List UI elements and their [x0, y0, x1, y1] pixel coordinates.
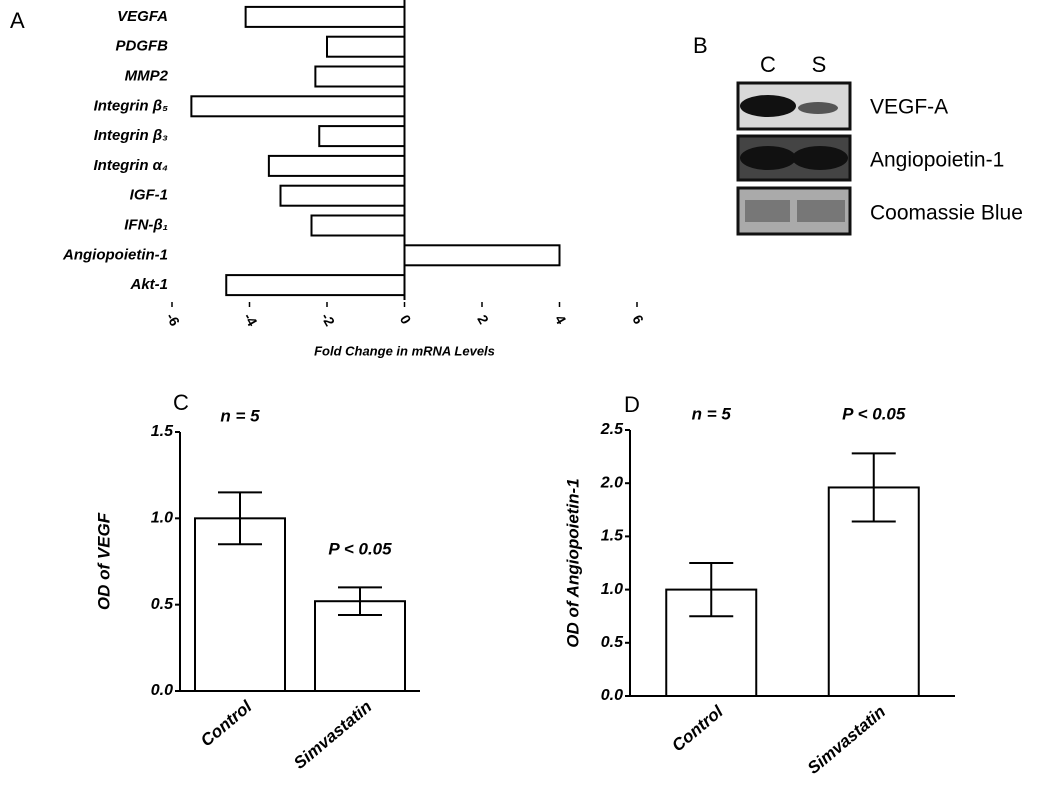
- bar: [326, 35, 406, 58]
- x-tick-label: Control: [668, 701, 727, 755]
- blot-panel: B C S VEGF-A Angiopoietin-1 Coomassie Bl…: [693, 33, 1023, 236]
- x-tick-label: Control: [197, 696, 256, 750]
- x-tick-label: Simvastatin: [804, 702, 889, 778]
- blot-band: [740, 146, 796, 170]
- bar: [279, 184, 406, 207]
- y-tick-label: Integrin β₅: [94, 97, 168, 114]
- bar: [267, 154, 406, 177]
- y-tick-label: IGF-1: [130, 187, 168, 204]
- y-tick-label: 1.0: [151, 510, 173, 527]
- panel-label: B: [693, 33, 708, 58]
- x-tick-label: -4: [241, 310, 261, 329]
- y-tick-label: 1.0: [601, 581, 623, 598]
- blot-row-label: Angiopoietin-1: [870, 149, 1004, 172]
- bar: [318, 125, 406, 148]
- bar: [190, 95, 406, 118]
- y-tick-label: Angiopoietin-1: [62, 246, 168, 263]
- y-tick-label: 1.5: [601, 528, 624, 545]
- y-tick-label: 0.5: [151, 596, 174, 613]
- y-tick-label: 2.5: [600, 421, 624, 438]
- x-tick-label: 4: [552, 312, 570, 327]
- annotation: n = 5: [220, 406, 260, 425]
- panel-label: A: [10, 8, 25, 33]
- y-tick-label: 0.5: [601, 634, 624, 651]
- y-tick-label: VEGFA: [117, 8, 168, 25]
- x-tick-label: Simvastatin: [290, 697, 375, 773]
- blot-band: [798, 102, 838, 114]
- y-axis-label: OD of VEGF: [94, 512, 113, 610]
- y-axis-label: OD of Angiopoietin-1: [563, 478, 582, 647]
- y-tick-label: Integrin β₃: [94, 127, 168, 144]
- y-tick-label: 0.0: [151, 682, 173, 699]
- y-tick-label: IFN-β₁: [124, 216, 168, 233]
- y-tick-label: 1.5: [151, 423, 174, 440]
- y-tick-label: Integrin α₄: [94, 157, 168, 174]
- blot-band: [797, 200, 845, 222]
- error-bar: [218, 491, 262, 546]
- bar: [310, 214, 406, 237]
- lane-label: S: [812, 52, 827, 77]
- x-tick-label: 2: [474, 312, 492, 327]
- y-tick-label: 2.0: [600, 474, 623, 491]
- blot-row-label: Coomassie Blue: [870, 202, 1023, 225]
- annotation: P < 0.05: [842, 404, 906, 423]
- bar: [244, 5, 406, 28]
- error-bar: [338, 586, 382, 617]
- bar: [403, 244, 561, 267]
- blot-band: [792, 146, 848, 170]
- blot-row-label: VEGF-A: [870, 96, 948, 119]
- error-bar: [689, 562, 734, 618]
- blot-band: [740, 95, 796, 117]
- panel-label: C: [173, 390, 189, 415]
- bar: [314, 600, 406, 692]
- y-tick-label: PDGFB: [116, 38, 169, 55]
- panel-label: D: [624, 392, 640, 417]
- x-tick-label: 6: [629, 312, 647, 327]
- annotation: n = 5: [692, 404, 732, 423]
- y-tick-label: Akt-1: [129, 276, 168, 293]
- x-axis-label: Fold Change in mRNA Levels: [314, 343, 495, 358]
- x-tick-label: 0: [397, 312, 415, 327]
- bar: [314, 65, 406, 88]
- y-tick-label: 0.0: [601, 687, 623, 704]
- x-tick-label: -6: [163, 310, 183, 329]
- y-tick-label: MMP2: [125, 67, 169, 84]
- x-tick-label: -2: [318, 310, 338, 329]
- bar: [194, 517, 286, 692]
- annotation: P < 0.05: [328, 539, 392, 558]
- blot-band: [745, 200, 790, 222]
- error-bar: [851, 452, 896, 523]
- lane-label: C: [760, 52, 776, 77]
- bar: [225, 274, 406, 297]
